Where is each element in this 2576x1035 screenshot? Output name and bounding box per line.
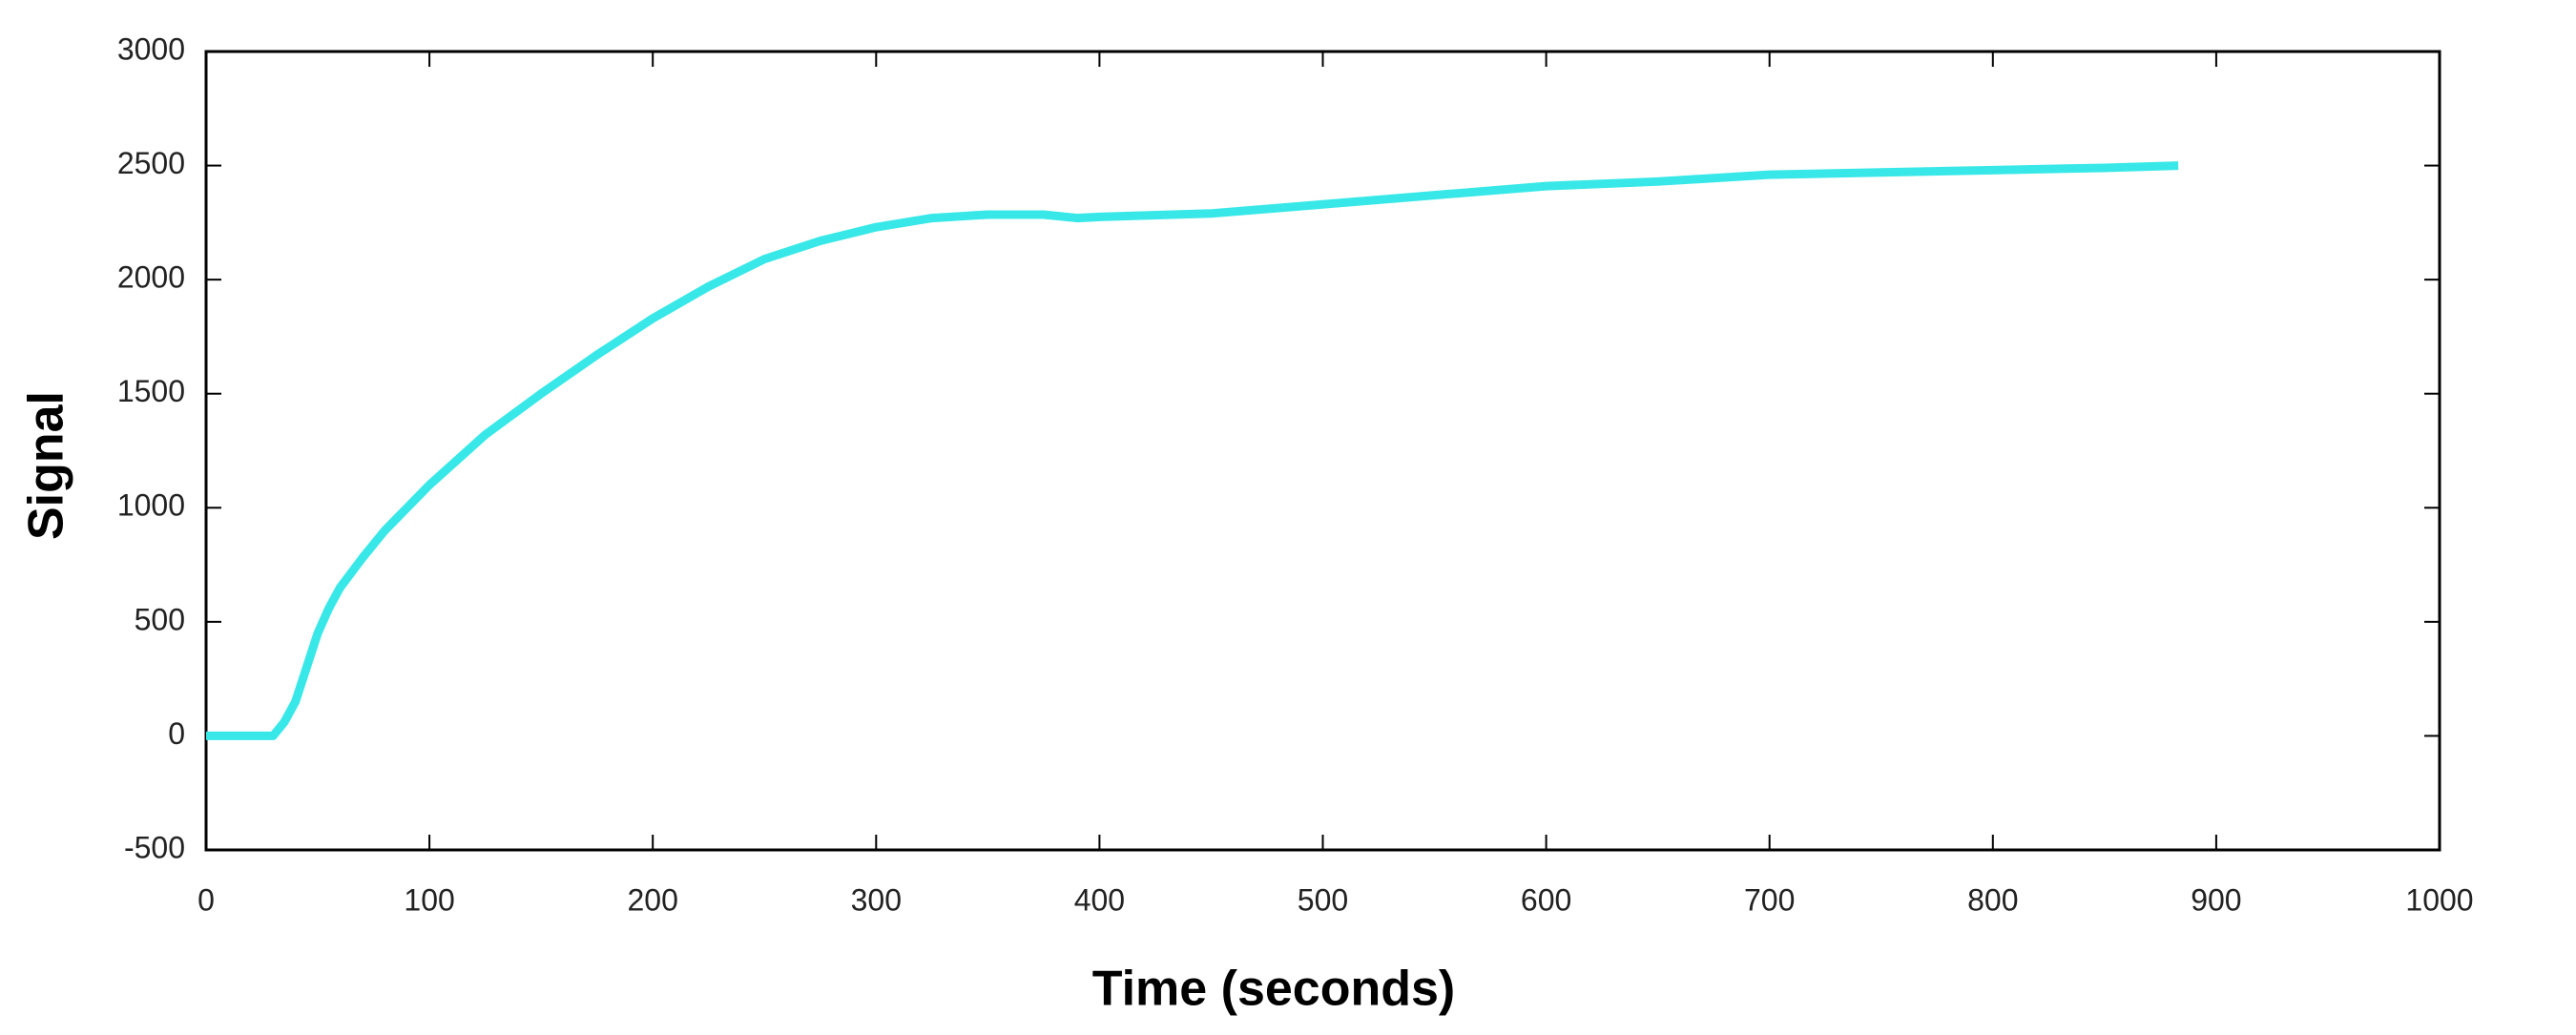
x-tick-label: 0 <box>197 882 215 917</box>
x-tick-label: 200 <box>628 882 678 917</box>
y-axis-title: Signal <box>19 391 74 540</box>
x-tick-label: 1000 <box>2405 882 2473 917</box>
x-tick-label: 700 <box>1744 882 1795 917</box>
y-tick-label: 1000 <box>117 488 185 523</box>
x-tick-label: 900 <box>2191 882 2241 917</box>
x-tick-label: 100 <box>404 882 454 917</box>
y-tick-label: 0 <box>168 716 185 751</box>
x-tick-label: 800 <box>1967 882 2018 917</box>
y-tick-label: 3000 <box>117 31 185 66</box>
x-tick-label: 300 <box>851 882 902 917</box>
x-axis-title: Time (seconds) <box>1092 962 1455 1017</box>
y-tick-label: 2500 <box>117 146 185 180</box>
x-tick-label: 400 <box>1074 882 1125 917</box>
y-tick-label: 2000 <box>117 260 185 295</box>
y-tick-label: -500 <box>124 830 185 864</box>
y-tick-label: 500 <box>135 602 185 636</box>
x-tick-label: 600 <box>1521 882 1571 917</box>
data-line <box>206 161 2179 740</box>
x-tick-label: 500 <box>1298 882 1348 917</box>
y-tick-label: 1500 <box>117 374 185 408</box>
